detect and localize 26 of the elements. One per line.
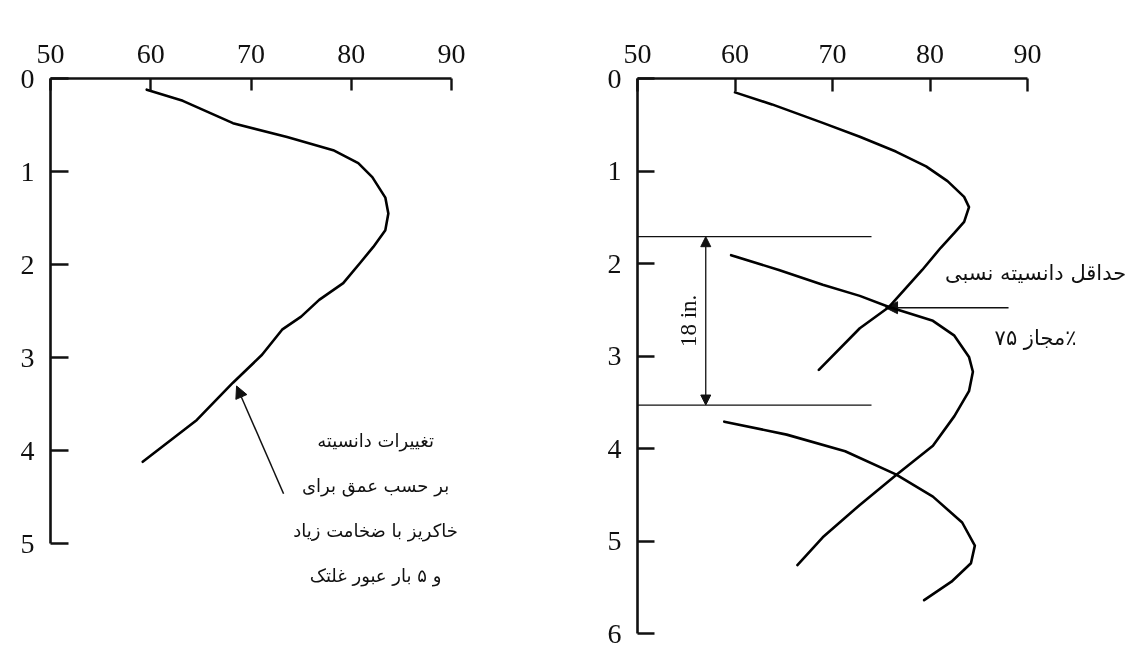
- y-tick-label: 5: [20, 527, 35, 559]
- text: تغییرات دانسیته بر حسب عمق برای خاکریز با ضخامت زیاد و ۵ بار عبور غلتک: [293, 430, 458, 587]
- x-tick-label: 60: [721, 37, 749, 69]
- annotation: 18 in.: [676, 294, 702, 348]
- x-tick-label: 50: [623, 37, 652, 69]
- y-tick-label: 1: [607, 155, 622, 186]
- y-tick-label: 2: [20, 248, 35, 280]
- y-tick-label: 0: [20, 62, 35, 94]
- text: حداقل دانسیته نسبی مجاز ۷۵٪: [944, 260, 1127, 350]
- x-tick-label: 90: [1013, 37, 1042, 69]
- y-tick-label: 1: [20, 155, 35, 187]
- y-tick-label: 3: [20, 341, 35, 373]
- y-tick-label: 3: [607, 340, 622, 371]
- x-tick-label: 70: [237, 37, 265, 69]
- y-tick-label: 6: [607, 617, 622, 649]
- x-tick-label: 50: [36, 37, 65, 69]
- x-tick-label: 60: [136, 37, 165, 69]
- y-tick-label: 5: [607, 525, 622, 556]
- x-tick-label: 80: [337, 37, 366, 69]
- y-tick-label: 4: [20, 434, 35, 466]
- y-tick-label: 2: [607, 247, 622, 279]
- x-tick-label: 70: [818, 37, 847, 69]
- x-tick-label: 80: [916, 37, 944, 69]
- y-tick-label: 0: [607, 62, 622, 94]
- x-tick-label: 90: [437, 37, 466, 69]
- y-tick-label: 4: [607, 432, 622, 464]
